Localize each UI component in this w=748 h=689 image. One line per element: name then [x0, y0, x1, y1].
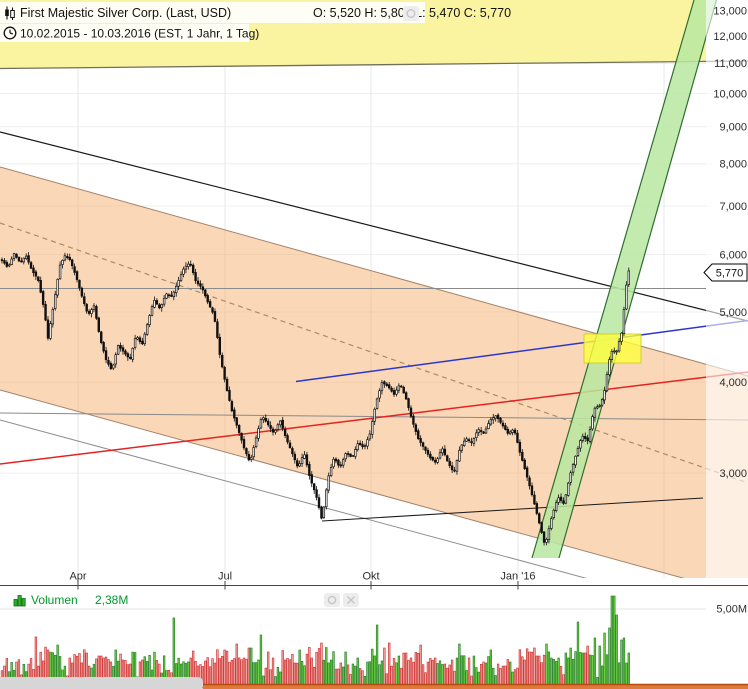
outer-channel-line[interactable]: [0, 419, 748, 622]
price-tick-label: 13,000: [713, 6, 747, 18]
current-price-tag: 5,770: [703, 263, 748, 282]
price-pane[interactable]: [0, 0, 748, 622]
lows-trendline-black[interactable]: [321, 497, 704, 522]
volume-settings-button[interactable]: [324, 593, 340, 607]
volume-legend-value: 2,38M: [95, 593, 128, 607]
instrument-title: First Majestic Silver Corp. (Last, USD): [20, 6, 231, 20]
legend-background-2: [0, 24, 249, 42]
date-range-label: 10.02.2015 - 10.03.2016 (EST, 1 Jahr, 1 …: [20, 27, 259, 41]
volume-close-button[interactable]: [343, 593, 359, 607]
price-tick-label: 12,000: [713, 31, 747, 43]
price-tick-label: 5,000: [719, 307, 747, 319]
time-axis[interactable]: Apr Jul Okt Jan '16: [0, 571, 748, 590]
volume-bars-icon: [13, 595, 26, 607]
price-tick-label: 7,000: [719, 201, 747, 213]
clock-icon: [3, 26, 17, 40]
volume-legend: Volumen 2,38M: [13, 593, 359, 607]
axis-margin-fade: [706, 0, 748, 578]
price-tick-label: 6,000: [719, 249, 747, 261]
instrument-legend: First Majestic Silver Corp. (Last, USD) …: [0, 2, 511, 42]
price-tick-label: 10,000: [713, 88, 747, 100]
volume-legend-label: Volumen: [31, 593, 78, 607]
price-tick-label: 11,000: [714, 58, 747, 70]
price-tick-label: 9,000: [719, 122, 747, 134]
scrollbar-thumb[interactable]: [0, 677, 203, 689]
price-axis[interactable]: 13,000 12,000 11,000 10,000 9,000 8,000 7,000 6…: [713, 6, 747, 480]
price-tick-label: 4,000: [719, 377, 747, 389]
close-icon: [347, 596, 355, 604]
time-tick-label: Jan '16: [500, 571, 535, 583]
candlestick-icon: [5, 6, 15, 20]
volume-pane[interactable]: [0, 595, 748, 689]
volume-bars: [0, 595, 630, 689]
volume-axis-label: 5,00M: [716, 604, 747, 616]
candlestick-series: [0, 252, 630, 546]
current-price-label: 5,770: [716, 268, 744, 280]
time-tick-label: Okt: [362, 571, 379, 583]
data-range-strip: [203, 683, 748, 689]
x-axis-labels: Apr Jul Okt Jan '16: [69, 571, 536, 590]
channel-midline-dashed: [0, 222, 748, 484]
blue-trendline[interactable]: [295, 319, 748, 383]
legend-settings-button[interactable]: [403, 6, 419, 21]
price-tick-label: 8,000: [719, 159, 747, 171]
time-tick-label: Jul: [218, 571, 232, 583]
time-tick-label: Apr: [69, 571, 86, 583]
green-uptrend-channel[interactable]: [531, 0, 718, 559]
legend-background: [0, 2, 425, 23]
price-tick-label: 3,000: [719, 468, 747, 480]
